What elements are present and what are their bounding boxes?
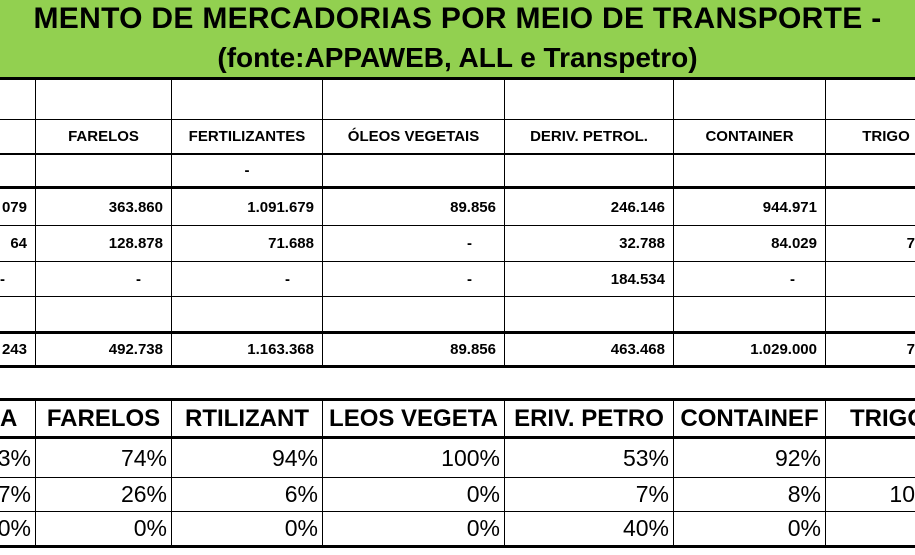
- header-deriv-petrol: DERIV. PETROL.: [530, 128, 648, 145]
- grid-line: [171, 80, 172, 366]
- pct-cell: 0%: [0, 515, 31, 541]
- pct-cell: 6%: [284, 481, 318, 507]
- total-cell: 243: [1, 341, 27, 358]
- grid-line: [504, 399, 505, 547]
- grid-line: [673, 80, 674, 366]
- pct-cell: 7%: [635, 481, 669, 507]
- pct-cell: 92%: [774, 444, 821, 471]
- grid-line: [0, 186, 915, 189]
- header-farelos: FARELOS: [68, 128, 139, 145]
- grid-line: [322, 80, 323, 366]
- grid-line: [825, 399, 826, 547]
- table-cell: 64: [10, 235, 27, 252]
- grid-line: [35, 80, 36, 366]
- pct-cell: 53%: [622, 444, 669, 471]
- pct-cell: 74%: [120, 444, 167, 471]
- title-text-1: MENTO DE MERCADORIAS POR MEIO DE TRANSPO…: [33, 2, 882, 35]
- table-cell: -: [285, 270, 290, 288]
- total-cell: 1.163.368: [247, 341, 314, 358]
- title-text-2: (fonte:APPAWEB, ALL e Transpetro): [217, 42, 698, 73]
- table-cell: -: [0, 270, 5, 288]
- table-cell: 71.688: [268, 235, 314, 252]
- total-cell: 1.029.000: [750, 341, 817, 358]
- total-cell: 7: [906, 341, 915, 358]
- table-cell: 1.091.679: [247, 198, 314, 216]
- grid-line: [322, 399, 323, 547]
- grid-line: [0, 477, 915, 478]
- pct-cell: 10: [889, 481, 915, 507]
- total-cell: 463.468: [610, 341, 665, 358]
- header-container: CONTAINER: [705, 128, 794, 145]
- pct-header-farelos: FARELOS: [46, 404, 161, 432]
- title-line-1: MENTO DE MERCADORIAS POR MEIO DE TRANSPO…: [0, 2, 915, 36]
- grid-line: [171, 399, 172, 547]
- pct-cell: 26%: [120, 481, 167, 507]
- table-cell: 246.146: [610, 198, 665, 216]
- table-cell: 128.878: [108, 235, 163, 252]
- table-cell: -: [790, 270, 795, 288]
- grid-line: [0, 398, 915, 401]
- pct-cell: 3%: [0, 444, 31, 471]
- pct-header-fertilizantes: RTILIZANT: [185, 404, 309, 432]
- table-cell: -: [244, 162, 250, 179]
- grid-line: [0, 119, 915, 120]
- grid-line: [825, 80, 826, 366]
- grid-line: [35, 399, 36, 547]
- table-cell: 184.534: [610, 270, 665, 288]
- table-cell: 89.856: [450, 198, 496, 216]
- pct-header-deriv-petrol: ERIV. PETRO: [514, 404, 664, 432]
- table-cell: 079: [1, 198, 27, 216]
- total-cell: 89.856: [450, 341, 496, 358]
- table-cell: -: [136, 270, 141, 288]
- grid-line: [0, 436, 915, 439]
- table-cell: 84.029: [771, 235, 817, 252]
- table-cell: 944.971: [762, 198, 817, 216]
- header-trigo: TRIGO: [862, 128, 910, 145]
- grid-line: [0, 225, 915, 226]
- grid-line: [0, 331, 915, 334]
- pct-cell: 0%: [787, 515, 821, 541]
- grid-line: [0, 296, 915, 297]
- grid-line: [0, 511, 915, 512]
- pct-cell: 0%: [466, 515, 500, 541]
- pct-cell: 0%: [133, 515, 167, 541]
- grid-line: [0, 365, 915, 368]
- pct-header-container: CONTAINEF: [680, 404, 819, 432]
- pct-cell: 7%: [0, 481, 31, 507]
- total-cell: 492.738: [108, 341, 163, 358]
- table-cell: 363.860: [108, 198, 163, 216]
- pct-cell: 8%: [787, 481, 821, 507]
- pct-header: A: [0, 404, 18, 432]
- pct-cell: 0%: [466, 481, 500, 507]
- table-cell: 32.788: [619, 235, 665, 252]
- table-cell: -: [467, 235, 472, 252]
- grid-line: [0, 261, 915, 262]
- pct-cell: 0%: [284, 515, 318, 541]
- pct-cell: 94%: [271, 444, 318, 471]
- grid-line: [504, 80, 505, 366]
- header-oleos-vegetais: ÓLEOS VEGETAIS: [347, 128, 480, 145]
- pct-cell: 100%: [441, 444, 500, 471]
- title-line-2: (fonte:APPAWEB, ALL e Transpetro): [0, 42, 915, 74]
- grid-line: [673, 399, 674, 547]
- header-fertilizantes: FERTILIZANTES: [188, 128, 306, 145]
- table-cell: 7: [906, 235, 915, 252]
- pct-header-oleos-vegetais: LEOS VEGETA: [329, 404, 498, 432]
- pct-header-trigo: TRIGO: [850, 404, 915, 432]
- pct-cell: 40%: [622, 515, 669, 541]
- table-cell: -: [467, 270, 472, 288]
- grid-line: [0, 545, 915, 548]
- title-band: MENTO DE MERCADORIAS POR MEIO DE TRANSPO…: [0, 0, 915, 80]
- grid-line: [0, 153, 915, 155]
